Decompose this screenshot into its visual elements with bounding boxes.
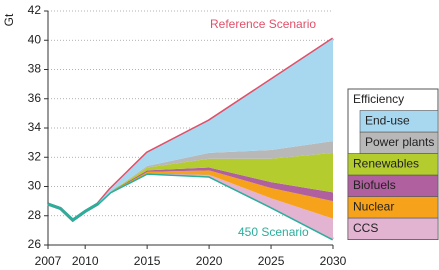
y-tick-label: 40 [28,32,42,46]
x-tick-label: 2015 [134,254,161,268]
areas [48,38,333,240]
x-tick-label: 2030 [320,254,347,268]
legend-label: Power plants [365,135,434,149]
x-tick-label: 2007 [35,254,62,268]
legend-label: CCS [353,221,378,235]
y-tick-label: 34 [28,120,42,134]
y-tick-label: 42 [28,3,42,17]
y-tick-label: 36 [28,91,42,105]
y-tick-label: 26 [28,237,42,251]
legend-label: End-use [365,113,410,127]
area [48,152,333,221]
area [48,167,333,221]
annotation: 450 Scenario [238,225,309,239]
annotation: Reference Scenario [210,17,316,31]
x-tick-label: 2020 [196,254,223,268]
area [48,170,333,221]
x-tick-label: 2025 [258,254,285,268]
x-tick-label: 2010 [72,254,99,268]
y-axis-label: Gt [2,13,16,26]
legend-label: Biofuels [353,178,396,192]
y-tick-label: 38 [28,62,42,76]
area [48,141,333,221]
legend-label: Nuclear [353,199,394,213]
y-tick-label: 28 [28,208,42,222]
area [48,173,333,240]
legend-swatch [359,110,439,133]
y-tick-label: 32 [28,149,42,163]
legend-label: Renewables [353,156,419,170]
y-tick-label: 30 [28,179,42,193]
legend-title: Efficiency [353,92,404,106]
area [48,38,333,221]
